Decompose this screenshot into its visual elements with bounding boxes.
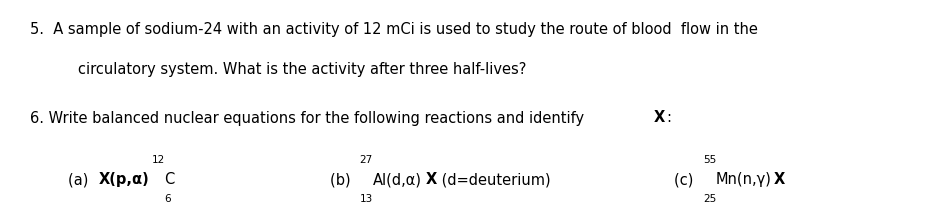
Text: 6. Write balanced nuclear equations for the following reactions and identify: 6. Write balanced nuclear equations for … — [30, 110, 589, 126]
Text: Al(d,α): Al(d,α) — [373, 172, 422, 187]
Text: X: X — [773, 172, 785, 187]
Text: Mn(n,γ): Mn(n,γ) — [716, 172, 772, 187]
Text: 13: 13 — [360, 194, 373, 204]
Text: 25: 25 — [703, 194, 716, 204]
Text: 55: 55 — [703, 155, 716, 165]
Text: 5.  A sample of sodium-24 with an activity of 12 mCi is used to study the route : 5. A sample of sodium-24 with an activit… — [30, 22, 758, 37]
Text: (b): (b) — [330, 172, 356, 187]
Text: 6: 6 — [164, 194, 171, 204]
Text: C: C — [164, 172, 175, 187]
Text: (c): (c) — [674, 172, 698, 187]
Text: circulatory system. What is the activity after three half-lives?: circulatory system. What is the activity… — [78, 62, 526, 77]
Text: (a): (a) — [68, 172, 93, 187]
Text: 12: 12 — [152, 155, 165, 165]
Text: 27: 27 — [360, 155, 373, 165]
Text: X(p,α): X(p,α) — [99, 172, 149, 187]
Text: :: : — [666, 110, 671, 126]
Text: X: X — [426, 172, 437, 187]
Text: (d=deuterium): (d=deuterium) — [437, 172, 550, 187]
Text: X: X — [654, 110, 665, 126]
